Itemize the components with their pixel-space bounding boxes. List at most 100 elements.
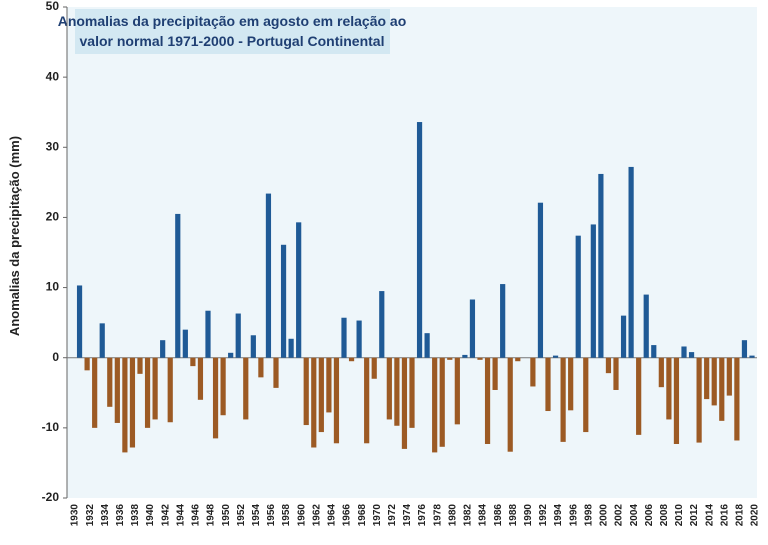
x-tick-label: 1962 [311, 504, 322, 527]
x-tick-label: 1970 [372, 504, 383, 527]
bar [734, 357, 740, 441]
bar [175, 213, 181, 358]
bar [84, 357, 90, 371]
x-tick-label: 1992 [538, 504, 549, 527]
bar [228, 352, 234, 358]
x-tick-label: 1974 [402, 504, 413, 527]
y-tick-label: 20 [46, 210, 60, 224]
bar [636, 357, 642, 435]
x-tick-label: 1946 [191, 504, 202, 527]
x-tick-label: 1966 [342, 504, 353, 527]
y-tick-label: -20 [42, 490, 60, 504]
bar [288, 338, 294, 358]
x-tick-label: 2008 [659, 504, 670, 527]
x-tick-label: 1968 [357, 504, 368, 527]
x-tick-label: 1994 [553, 504, 564, 527]
bar [560, 357, 566, 442]
bar [416, 122, 423, 358]
bar [152, 357, 158, 420]
bar [575, 235, 581, 358]
y-tick-label: 10 [46, 280, 60, 294]
bar [99, 323, 105, 358]
x-tick-label: 1980 [447, 504, 458, 527]
x-tick-label: 1936 [115, 504, 126, 527]
bar [220, 357, 226, 416]
bar [620, 315, 627, 358]
x-tick-label: 1956 [266, 504, 277, 527]
y-tick-label: 0 [52, 350, 59, 364]
bar [666, 357, 672, 420]
x-tick-label: 1940 [145, 504, 156, 527]
bar [114, 357, 120, 423]
bar [613, 357, 619, 390]
bar [552, 355, 559, 358]
x-tick-label: 1954 [251, 504, 262, 527]
x-tick-label: 1982 [463, 504, 474, 527]
x-tick-label: 1950 [221, 504, 232, 527]
x-tick-label: 1958 [281, 504, 292, 527]
bar [590, 224, 596, 358]
bar [182, 329, 188, 358]
bar [605, 357, 612, 374]
x-tick-label: 1942 [160, 504, 171, 527]
bar [537, 202, 544, 358]
bar [296, 222, 302, 358]
bar [681, 346, 687, 358]
x-tick-label: 1930 [70, 504, 81, 527]
x-tick-label: 1938 [130, 504, 141, 527]
x-tick-label: 2010 [674, 504, 685, 527]
y-tick-label: -10 [42, 420, 60, 434]
bar [424, 333, 430, 358]
bar [273, 357, 279, 388]
bar [243, 357, 249, 420]
y-axis-label: Anomalias da precipitação (mm) [7, 136, 22, 336]
bar [688, 352, 695, 358]
bar [250, 335, 256, 358]
bar [144, 357, 151, 428]
x-tick-label: 1976 [417, 504, 428, 527]
x-tick-label: 2020 [750, 504, 761, 527]
bar [386, 357, 392, 420]
bar [432, 357, 438, 453]
bar [462, 354, 468, 358]
x-tick-label: 1972 [387, 504, 398, 527]
bar [454, 357, 460, 425]
bar [409, 357, 415, 428]
bar [500, 284, 506, 358]
bar [704, 357, 710, 400]
title-box [75, 9, 390, 54]
chart-title: valor normal 1971-2000 - Portugal Contin… [80, 33, 385, 49]
bar [484, 357, 491, 444]
x-tick-label: 1984 [478, 504, 489, 527]
bar [303, 357, 309, 426]
bar [348, 357, 355, 362]
bar [167, 357, 173, 423]
x-tick-label: 1988 [508, 504, 519, 527]
bar [379, 291, 385, 358]
bar [394, 357, 400, 426]
bar [92, 357, 98, 428]
bar [318, 357, 324, 433]
bar [711, 357, 717, 406]
y-tick-label: 50 [46, 0, 60, 13]
bar [129, 357, 136, 448]
bar [326, 357, 332, 413]
x-tick-label: 1990 [523, 504, 534, 527]
bar [545, 357, 551, 412]
x-tick-label: 2016 [719, 504, 730, 527]
bar [477, 357, 483, 360]
bar [212, 357, 219, 439]
x-tick-label: 1960 [296, 504, 307, 527]
x-tick-label: 1944 [175, 504, 186, 527]
bar [280, 244, 287, 358]
bar [76, 285, 83, 358]
bar [439, 357, 445, 447]
x-tick-label: 1986 [493, 504, 504, 527]
bar [371, 357, 377, 379]
bar [583, 357, 589, 433]
bar [235, 313, 241, 358]
x-tick-label: 1964 [327, 504, 338, 527]
bar [137, 357, 143, 374]
x-tick-label: 1952 [236, 504, 247, 527]
chart-title: Anomalias da precipitação em agosto em r… [58, 13, 407, 29]
